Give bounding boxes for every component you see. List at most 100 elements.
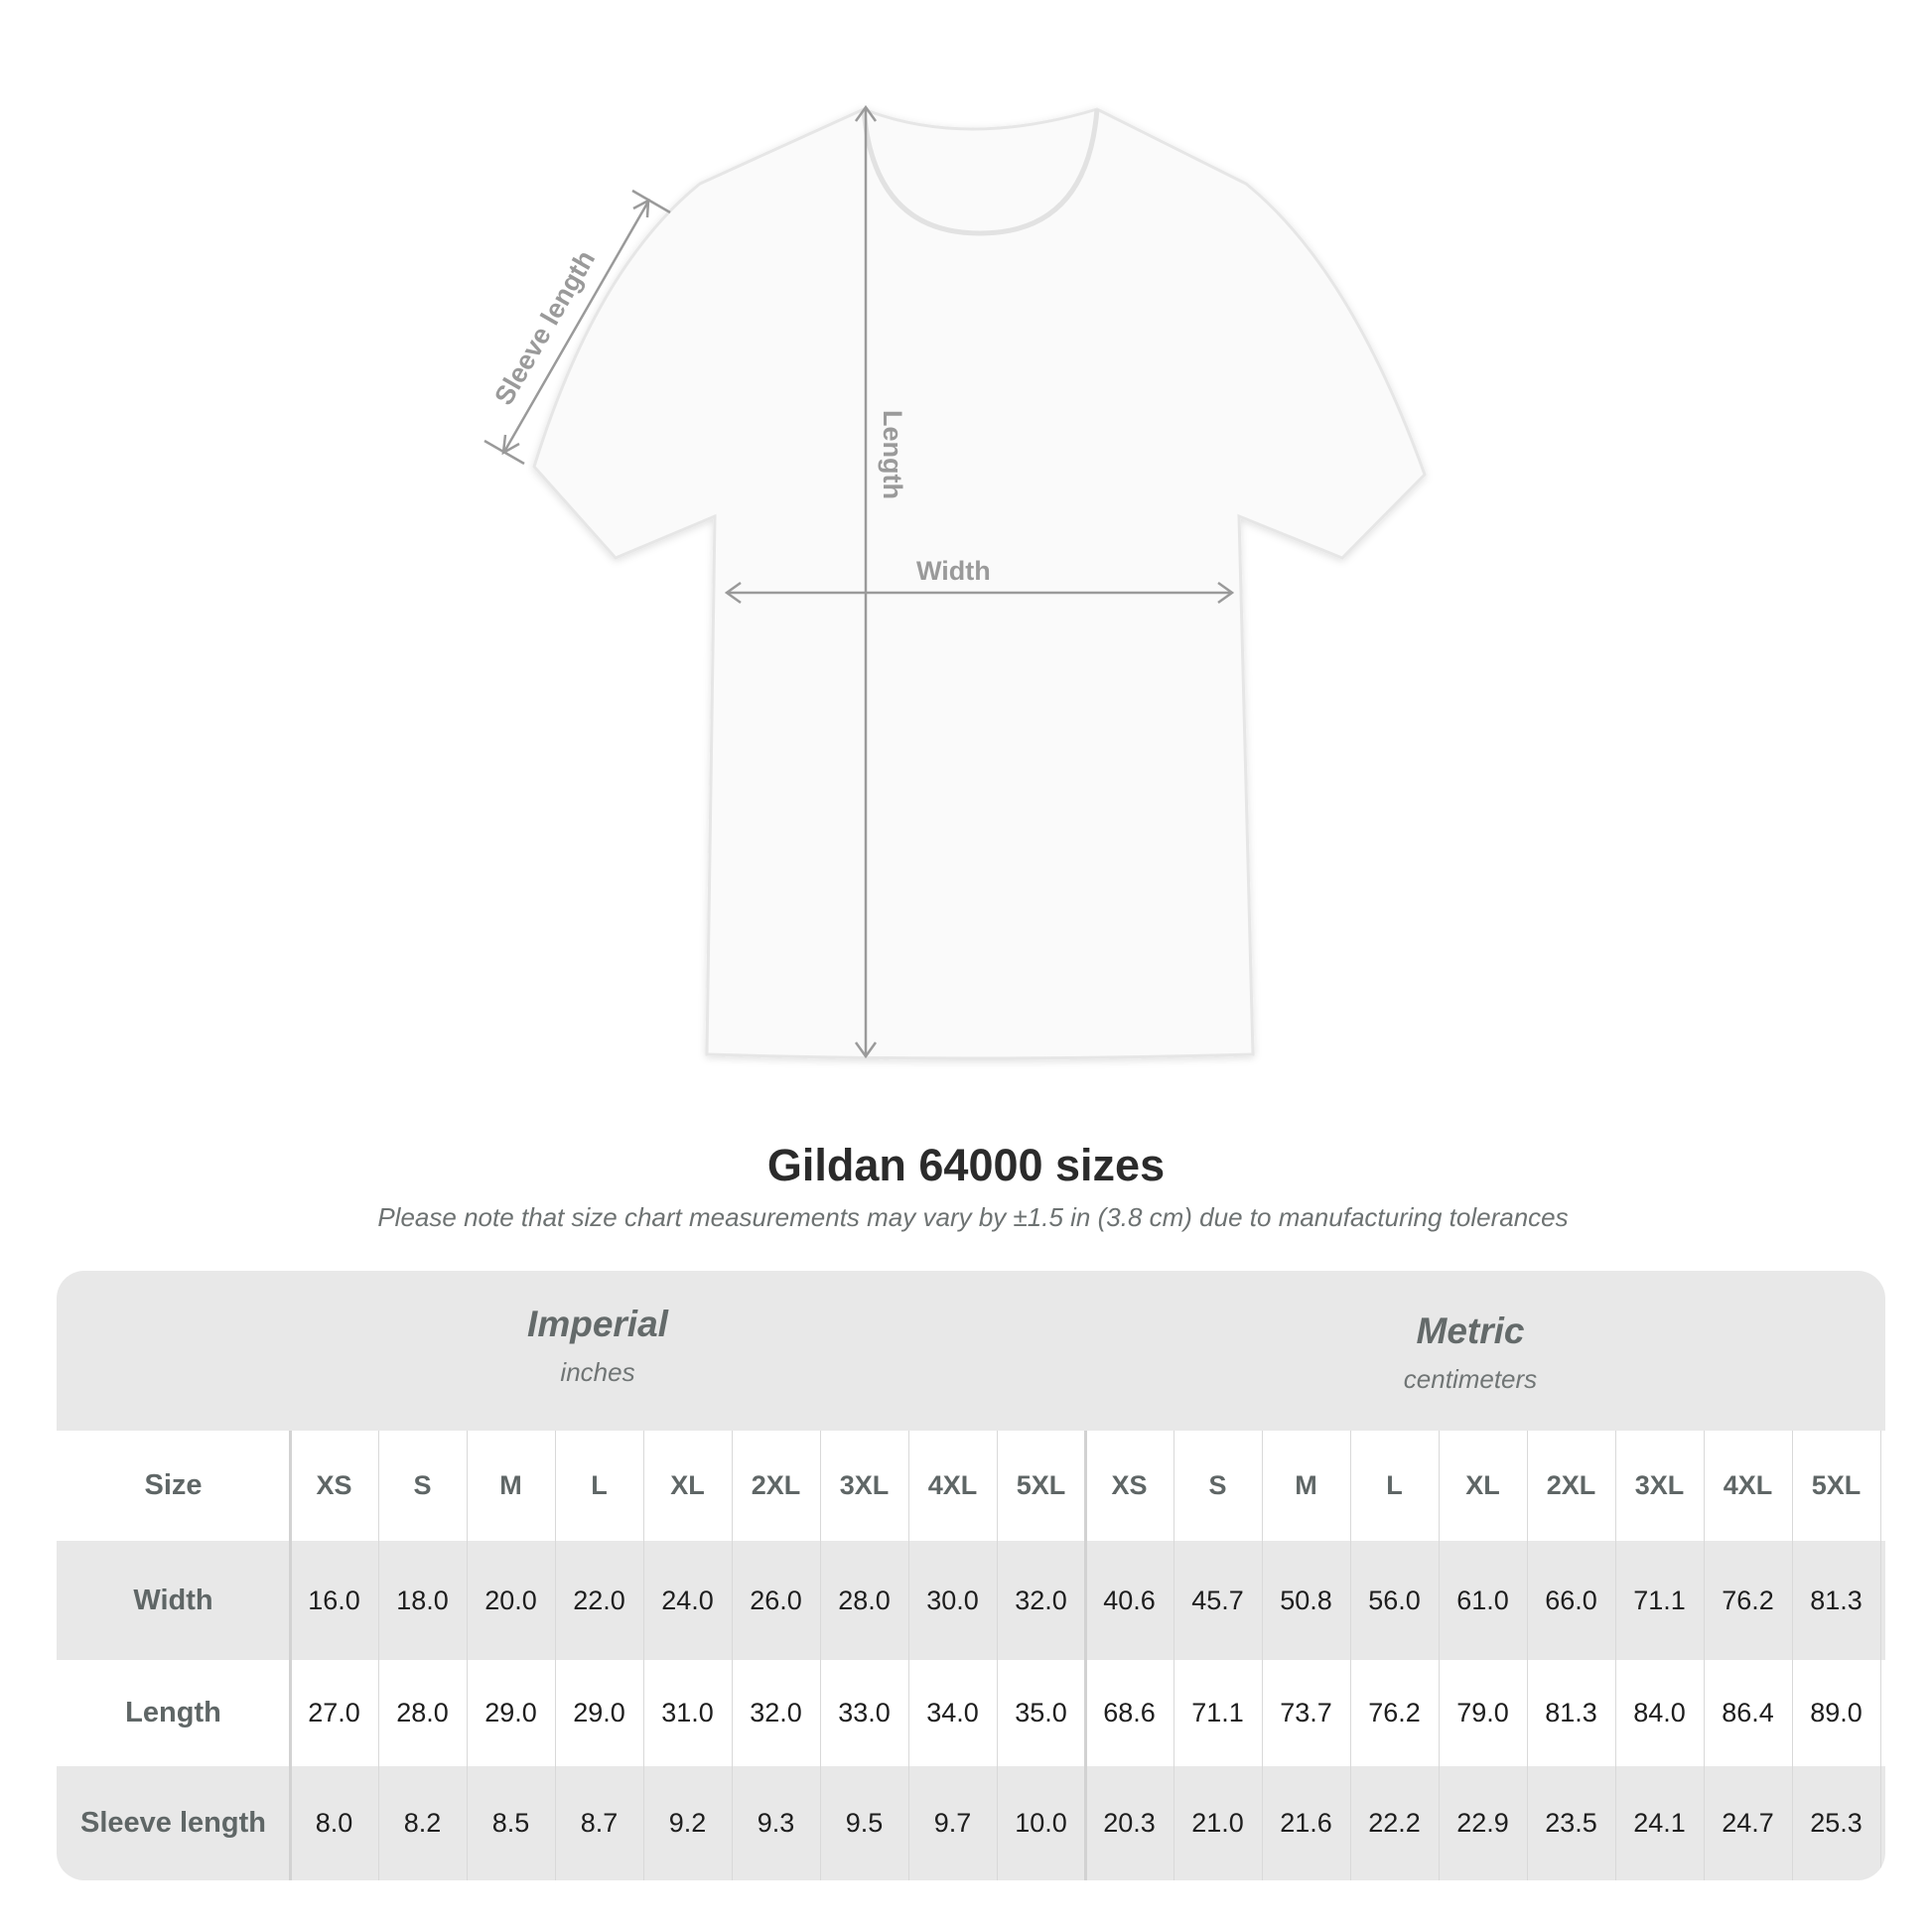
column-divider <box>908 1431 909 1880</box>
imperial-size-header: 4XL <box>927 1470 978 1500</box>
imperial-size-header: XS <box>316 1470 352 1500</box>
imperial-value-cell: 9.7 <box>933 1808 972 1838</box>
metric-value-cell: 89.0 <box>1810 1698 1863 1727</box>
metric-size-header: 2XL <box>1546 1470 1596 1500</box>
metric-value-cell: 71.1 <box>1191 1698 1244 1727</box>
column-divider <box>1173 1431 1174 1880</box>
metric-size-header: L <box>1386 1470 1403 1500</box>
column-divider <box>1704 1431 1705 1880</box>
metric-value-cell: 76.2 <box>1722 1585 1774 1615</box>
sleeve-measure-line <box>502 201 650 453</box>
imperial-value-cell: 27.0 <box>308 1698 360 1727</box>
metric-header: Metric centimeters <box>1173 1311 1768 1395</box>
metric-value-cell: 20.3 <box>1103 1808 1156 1838</box>
imperial-value-cell: 26.0 <box>750 1585 802 1615</box>
metric-value-cell: 22.2 <box>1368 1808 1421 1838</box>
size-table: Imperial inches Metric centimeters Size X… <box>57 1271 1885 1880</box>
column-divider <box>1527 1431 1528 1880</box>
metric-value-cell: 23.5 <box>1545 1808 1597 1838</box>
metric-unit: centimeters <box>1403 1364 1538 1394</box>
imperial-size-header: M <box>499 1470 522 1500</box>
metric-title: Metric <box>1416 1311 1525 1351</box>
metric-value-cell: 21.0 <box>1191 1808 1244 1838</box>
metric-size-header: XL <box>1465 1470 1500 1500</box>
column-divider <box>555 1431 556 1880</box>
metric-value-cell: 73.7 <box>1280 1698 1332 1727</box>
imperial-value-cell: 8.5 <box>491 1808 530 1838</box>
imperial-value-cell: 34.0 <box>926 1698 979 1727</box>
imperial-value-cell: 33.0 <box>838 1698 891 1727</box>
imperial-size-header: 5XL <box>1016 1470 1066 1500</box>
imperial-title: Imperial <box>527 1304 668 1344</box>
imperial-value-cell: 30.0 <box>926 1585 979 1615</box>
imperial-value-cell: 28.0 <box>396 1698 449 1727</box>
row-label: Sleeve length <box>80 1807 266 1839</box>
metric-value-cell: 84.0 <box>1633 1698 1686 1727</box>
width-label: Width <box>916 556 991 586</box>
imperial-size-header: 3XL <box>839 1470 890 1500</box>
imperial-value-cell: 22.0 <box>573 1585 625 1615</box>
metric-value-cell: 50.8 <box>1280 1585 1332 1615</box>
metric-size-header: 3XL <box>1634 1470 1685 1500</box>
metric-value-cell: 25.3 <box>1810 1808 1863 1838</box>
imperial-header: Imperial inches <box>300 1304 896 1388</box>
imperial-value-cell: 29.0 <box>573 1698 625 1727</box>
row-label: Width <box>133 1584 213 1616</box>
header-band <box>57 1271 1885 1431</box>
metric-value-cell: 56.0 <box>1368 1585 1421 1615</box>
tolerance-note: Please note that size chart measurements… <box>377 1202 1569 1232</box>
metric-size-header: M <box>1295 1470 1317 1500</box>
imperial-value-cell: 29.0 <box>484 1698 537 1727</box>
imperial-value-cell: 18.0 <box>396 1585 449 1615</box>
column-divider <box>1615 1431 1616 1880</box>
imperial-unit: inches <box>560 1357 635 1387</box>
tshirt-collar <box>861 108 1100 236</box>
metric-value-cell: 71.1 <box>1633 1585 1686 1615</box>
page-title: Gildan 64000 sizes <box>766 1140 1166 1190</box>
imperial-size-header: XL <box>670 1470 705 1500</box>
imperial-value-cell: 31.0 <box>661 1698 714 1727</box>
metric-size-header: 5XL <box>1811 1470 1862 1500</box>
metric-value-cell: 61.0 <box>1456 1585 1509 1615</box>
imperial-value-cell: 8.2 <box>403 1808 442 1838</box>
metric-value-cell: 81.3 <box>1810 1585 1863 1615</box>
imperial-value-cell: 20.0 <box>484 1585 537 1615</box>
imperial-value-cell: 16.0 <box>308 1585 360 1615</box>
metric-value-cell: 22.9 <box>1456 1808 1509 1838</box>
imperial-value-cell: 9.2 <box>668 1808 707 1838</box>
imperial-value-cell: 9.5 <box>845 1808 884 1838</box>
metric-value-cell: 79.0 <box>1456 1698 1509 1727</box>
column-divider <box>1880 1431 1881 1880</box>
column-divider <box>1084 1431 1087 1880</box>
imperial-value-cell: 35.0 <box>1015 1698 1067 1727</box>
metric-value-cell: 86.4 <box>1722 1698 1774 1727</box>
row-label: Length <box>125 1697 221 1728</box>
metric-value-cell: 45.7 <box>1191 1585 1244 1615</box>
imperial-value-cell: 8.7 <box>580 1808 619 1838</box>
imperial-value-cell: 8.0 <box>315 1808 353 1838</box>
column-divider <box>467 1431 468 1880</box>
column-divider <box>1262 1431 1263 1880</box>
metric-value-cell: 76.2 <box>1368 1698 1421 1727</box>
imperial-value-cell: 9.3 <box>757 1808 795 1838</box>
imperial-value-cell: 10.0 <box>1015 1808 1067 1838</box>
tshirt-diagram: Sleeve length Length Width <box>483 104 1427 1060</box>
imperial-value-cell: 32.0 <box>750 1698 802 1727</box>
metric-value-cell: 24.7 <box>1722 1808 1774 1838</box>
metric-value-cell: 21.6 <box>1280 1808 1332 1838</box>
imperial-value-cell: 24.0 <box>661 1585 714 1615</box>
metric-value-cell: 24.1 <box>1633 1808 1686 1838</box>
imperial-size-header: 2XL <box>751 1470 801 1500</box>
column-divider <box>289 1431 292 1880</box>
metric-value-cell: 66.0 <box>1545 1585 1597 1615</box>
metric-value-cell: 81.3 <box>1545 1698 1597 1727</box>
size-header-label: Size <box>144 1469 203 1501</box>
row-band-width <box>57 1541 1885 1660</box>
column-divider <box>732 1431 733 1880</box>
imperial-value-cell: 32.0 <box>1015 1585 1067 1615</box>
metric-value-cell: 40.6 <box>1103 1585 1156 1615</box>
imperial-value-cell: 28.0 <box>838 1585 891 1615</box>
column-divider <box>643 1431 644 1880</box>
column-divider <box>1350 1431 1351 1880</box>
metric-size-header: S <box>1208 1470 1227 1500</box>
